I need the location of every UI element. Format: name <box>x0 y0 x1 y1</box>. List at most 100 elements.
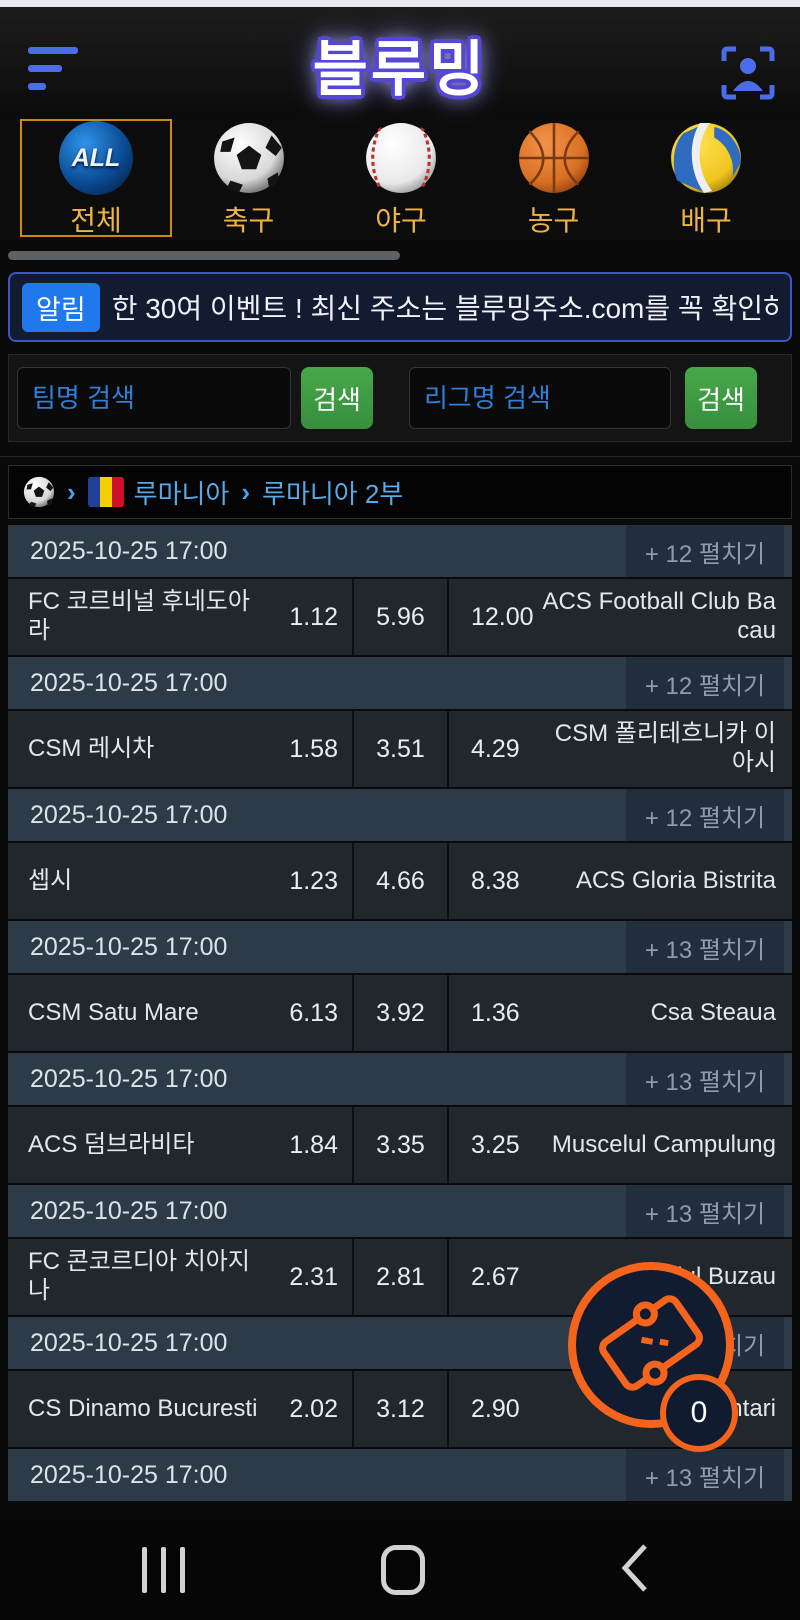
expand-markets-button[interactable]: + 12 펼치기 <box>626 657 784 709</box>
team-search-input[interactable] <box>17 367 291 429</box>
profile-button[interactable] <box>720 45 776 101</box>
match-row: FC 코르비널 후네도아라 1.12 5.96 12.00 ACS Footba… <box>8 579 792 655</box>
match-date-row: 2025-10-25 17:00 + 12 펼치기 <box>8 657 792 709</box>
recents-button[interactable] <box>142 1547 185 1593</box>
notice-message: 한 30여 이벤트 ! 최신 주소는 블루밍주소.com를 꼭 확인하세 <box>111 293 778 324</box>
draw-odd: 5.96 <box>376 602 425 631</box>
home-win-odd: 2.31 <box>289 1262 338 1291</box>
basketball-icon <box>517 121 591 195</box>
away-odds-cell[interactable]: 12.00 ACS Football Club Bacau <box>449 579 792 655</box>
tab-label: 야구 <box>375 205 427 236</box>
match-date-row: 2025-10-25 17:00 + 12 펼치기 <box>8 525 792 577</box>
draw-odds-cell[interactable]: 4.66 <box>354 843 449 919</box>
match-date-row: 2025-10-25 17:00 + 13 펼치기 <box>8 921 792 973</box>
expand-markets-button[interactable]: + 12 펼치기 <box>626 789 784 841</box>
home-team-name: CSM Satu Mare <box>28 998 199 1026</box>
away-odds-cell[interactable]: 1.36 Csa Steaua <box>449 975 792 1051</box>
draw-odds-cell[interactable]: 3.12 <box>354 1371 449 1447</box>
match-date-row: 2025-10-25 17:00 + 13 펼치기 <box>8 1185 792 1237</box>
away-team-name: ACS Football Club Bacau <box>542 588 776 644</box>
home-win-odd: 1.23 <box>289 866 338 895</box>
home-odds-cell[interactable]: CSM Satu Mare 6.13 <box>8 975 354 1051</box>
home-button[interactable] <box>380 1545 425 1595</box>
draw-odds-cell[interactable]: 3.92 <box>354 975 449 1051</box>
draw-odds-cell[interactable]: 3.35 <box>354 1107 449 1183</box>
section-divider <box>0 456 800 457</box>
app-logo[interactable]: 블루밍 <box>312 36 488 103</box>
home-odds-cell[interactable]: FC 코르비널 후네도아라 1.12 <box>8 579 354 655</box>
tab-basketball[interactable]: 농구 <box>478 119 630 237</box>
match-datetime: 2025-10-25 17:00 <box>30 668 228 697</box>
tab-volleyball[interactable]: 배구 <box>630 119 782 237</box>
match-row: CSM Satu Mare 6.13 3.92 1.36 Csa Steaua <box>8 975 792 1051</box>
home-odds-cell[interactable]: ACS 덤브라비타 1.84 <box>8 1107 354 1183</box>
home-odds-cell[interactable]: CS Dinamo Bucuresti 2.02 <box>8 1371 354 1447</box>
away-team-name: ACS Gloria Bistrita <box>575 866 776 894</box>
status-bar <box>0 0 800 7</box>
match-datetime: 2025-10-25 17:00 <box>30 536 228 565</box>
away-win-odd: 8.38 <box>471 866 520 895</box>
back-button[interactable] <box>620 1541 650 1600</box>
match-group: 2025-10-25 17:00 + 12 펼치기 FC 코르비널 후네도아라 … <box>8 525 792 655</box>
away-odds-cell[interactable]: 4.29 CSM 폴리테흐니카 이아시 <box>449 711 792 787</box>
away-win-odd: 12.00 <box>471 602 534 631</box>
tab-label: 전체 <box>70 205 122 236</box>
draw-odd: 3.35 <box>376 1130 425 1159</box>
home-win-odd: 1.12 <box>289 602 338 631</box>
away-team-name: Csa Steaua <box>650 998 776 1026</box>
away-win-odd: 2.90 <box>471 1394 520 1423</box>
match-group: 2025-10-25 17:00 + 13 펼치기 FC 콘코르디아 치아지나 … <box>8 1185 792 1315</box>
draw-odd: 3.92 <box>376 998 425 1027</box>
home-odds-cell[interactable]: FC 콘코르디아 치아지나 2.31 <box>8 1239 354 1315</box>
soccer-ball-icon <box>23 476 55 508</box>
breadcrumb: › 루마니아 › 루마니아 2부 <box>8 465 792 519</box>
tab-baseball[interactable]: 야구 <box>325 119 477 237</box>
home-odds-cell[interactable]: 셉시 1.23 <box>8 843 354 919</box>
recents-icon <box>142 1547 185 1593</box>
expand-markets-button[interactable]: + 13 펼치기 <box>626 1185 784 1237</box>
notice-bar[interactable]: 알림 한 30여 이벤트 ! 최신 주소는 블루밍주소.com를 꼭 확인하세 <box>8 272 792 342</box>
away-win-odd: 4.29 <box>471 734 520 763</box>
hamburger-icon <box>28 47 88 90</box>
match-group: 2025-10-25 17:00 + 12 펼치기 CSM 레시차 1.58 3… <box>8 657 792 787</box>
breadcrumb-league[interactable]: 루마니아 2부 <box>262 478 404 509</box>
match-date-row: 2025-10-25 17:00 + 13 펼치기 <box>8 1449 792 1501</box>
match-group: 2025-10-25 17:00 + 13 펼치기 <box>8 1449 792 1501</box>
home-team-name: ACS 덤브라비타 <box>28 1130 195 1158</box>
league-search-button[interactable]: 검색 <box>685 367 757 429</box>
match-datetime: 2025-10-25 17:00 <box>30 932 228 961</box>
tab-soccer[interactable]: 축구 <box>173 119 325 237</box>
match-datetime: 2025-10-25 17:00 <box>30 1460 228 1489</box>
menu-button[interactable] <box>28 47 88 99</box>
away-team-name: Muscelul Campulung <box>551 1130 776 1158</box>
away-odds-cell[interactable]: 3.25 Muscelul Campulung <box>449 1107 792 1183</box>
expand-markets-button[interactable]: + 13 펼치기 <box>626 1053 784 1105</box>
notice-badge: 알림 <box>22 282 100 332</box>
away-win-odd: 2.67 <box>471 1262 520 1291</box>
tab-all[interactable]: ALL 전체 <box>20 119 172 237</box>
ticket-icon <box>586 1278 716 1413</box>
draw-odds-cell[interactable]: 2.81 <box>354 1239 449 1315</box>
match-datetime: 2025-10-25 17:00 <box>30 1328 228 1357</box>
match-group: 2025-10-25 17:00 + 13 펼치기 CSM Satu Mare … <box>8 921 792 1051</box>
away-win-odd: 1.36 <box>471 998 520 1027</box>
expand-markets-button[interactable]: + 12 펼치기 <box>626 525 784 577</box>
tab-label: 배구 <box>680 205 732 236</box>
away-odds-cell[interactable]: 8.38 ACS Gloria Bistrita <box>449 843 792 919</box>
betslip-count-badge[interactable]: 0 <box>660 1374 738 1452</box>
tabs-scrollbar[interactable] <box>8 251 400 260</box>
betslip-count: 0 <box>690 1396 708 1429</box>
league-search-input[interactable] <box>409 367 671 429</box>
draw-odds-cell[interactable]: 5.96 <box>354 579 449 655</box>
draw-odd: 2.81 <box>376 1262 425 1291</box>
breadcrumb-country[interactable]: 루마니아 <box>133 478 230 509</box>
expand-markets-button[interactable]: + 13 펼치기 <box>626 1449 784 1501</box>
expand-markets-button[interactable]: + 13 펼치기 <box>626 921 784 973</box>
team-search-button[interactable]: 검색 <box>301 367 373 429</box>
draw-odds-cell[interactable]: 3.51 <box>354 711 449 787</box>
home-odds-cell[interactable]: CSM 레시차 1.58 <box>8 711 354 787</box>
soccer-ball-icon <box>212 121 286 195</box>
match-row: ACS 덤브라비타 1.84 3.35 3.25 Muscelul Campul… <box>8 1107 792 1183</box>
home-win-odd: 6.13 <box>289 998 338 1027</box>
